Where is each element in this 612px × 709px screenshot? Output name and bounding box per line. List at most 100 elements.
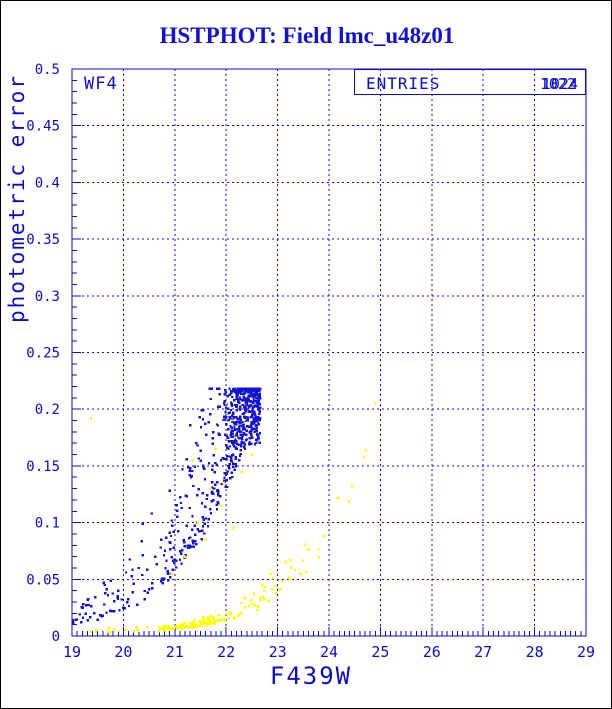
data-point xyxy=(178,624,181,627)
data-point xyxy=(218,405,222,409)
data-point xyxy=(141,554,144,557)
data-point xyxy=(243,605,246,609)
data-point xyxy=(219,504,223,507)
data-point xyxy=(216,500,219,504)
data-point xyxy=(248,402,251,405)
data-point xyxy=(211,492,214,495)
data-point xyxy=(223,403,226,406)
data-point xyxy=(120,598,124,601)
data-point xyxy=(241,412,245,416)
data-point xyxy=(227,439,230,443)
data-point xyxy=(201,529,204,532)
data-point xyxy=(143,589,147,593)
data-point xyxy=(198,620,201,623)
data-point xyxy=(132,582,135,586)
data-point xyxy=(175,559,178,563)
data-point xyxy=(225,612,228,615)
data-point xyxy=(223,619,227,622)
data-point xyxy=(249,392,253,395)
y-tick-label: 0.15 xyxy=(26,459,60,475)
data-point xyxy=(187,466,190,469)
data-point xyxy=(140,573,144,577)
data-point xyxy=(251,408,255,411)
data-point xyxy=(243,416,247,419)
data-point xyxy=(251,412,255,415)
data-point xyxy=(257,412,261,416)
data-point xyxy=(204,538,207,541)
data-point xyxy=(212,616,215,619)
data-point xyxy=(140,540,143,543)
data-point xyxy=(181,549,184,552)
x-tick-label: 24 xyxy=(320,643,338,661)
data-point xyxy=(229,613,233,616)
data-point xyxy=(249,400,252,403)
data-point xyxy=(227,412,230,415)
data-point xyxy=(203,478,207,481)
data-point xyxy=(200,619,203,623)
data-point xyxy=(234,438,237,441)
data-point xyxy=(191,515,194,518)
y-tick-label: 0.3 xyxy=(35,289,60,305)
data-point xyxy=(243,432,246,436)
data-point xyxy=(225,479,229,482)
data-point xyxy=(242,441,245,444)
data-point xyxy=(164,566,167,570)
data-point xyxy=(216,489,220,493)
data-point xyxy=(211,437,214,440)
data-point xyxy=(127,604,131,608)
data-point xyxy=(103,591,107,595)
data-point xyxy=(254,424,258,427)
data-point xyxy=(235,420,238,424)
data-point xyxy=(166,569,170,573)
data-point xyxy=(209,487,212,490)
data-point xyxy=(255,427,259,430)
data-point xyxy=(239,407,242,410)
data-point xyxy=(230,471,233,474)
data-point xyxy=(176,515,179,519)
data-point xyxy=(251,395,254,398)
data-point xyxy=(243,408,247,411)
data-point xyxy=(176,624,179,627)
data-point xyxy=(233,616,236,620)
data-point xyxy=(204,517,207,520)
data-point xyxy=(211,621,215,625)
data-point xyxy=(222,616,226,620)
data-point xyxy=(191,528,194,531)
data-point xyxy=(226,446,229,449)
data-point xyxy=(328,521,332,524)
data-point xyxy=(234,465,238,468)
data-point xyxy=(239,398,242,401)
data-point xyxy=(253,430,256,434)
data-point xyxy=(213,618,216,621)
data-point xyxy=(203,522,206,525)
data-point xyxy=(293,568,297,572)
data-point xyxy=(84,612,88,615)
data-point xyxy=(231,435,235,439)
data-point xyxy=(225,422,228,426)
data-point xyxy=(210,499,213,503)
data-point xyxy=(234,447,237,450)
data-point xyxy=(208,616,211,620)
data-point xyxy=(235,432,239,436)
data-point xyxy=(253,412,257,416)
data-point xyxy=(238,428,241,431)
data-point xyxy=(196,528,199,531)
data-point xyxy=(256,405,260,408)
data-point xyxy=(215,507,219,511)
data-point xyxy=(218,494,222,498)
data-point xyxy=(90,604,93,608)
data-point xyxy=(232,453,235,457)
data-point xyxy=(167,572,170,576)
data-point xyxy=(250,420,254,424)
data-point xyxy=(250,432,253,436)
data-point xyxy=(201,524,205,528)
data-point xyxy=(246,419,249,422)
data-point xyxy=(252,592,256,595)
data-point xyxy=(245,438,248,441)
data-point xyxy=(347,499,351,503)
data-point xyxy=(137,566,141,570)
data-point xyxy=(137,629,140,632)
data-point xyxy=(168,489,171,493)
data-point xyxy=(211,430,215,434)
data-point xyxy=(253,399,256,403)
